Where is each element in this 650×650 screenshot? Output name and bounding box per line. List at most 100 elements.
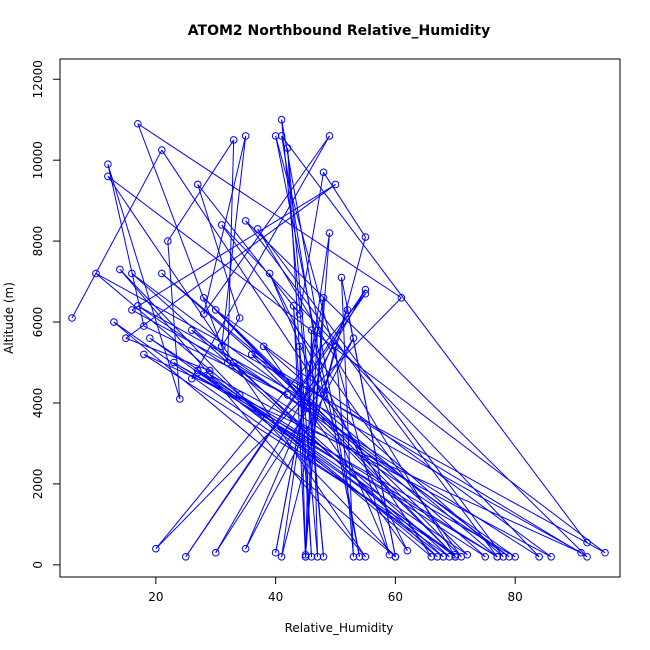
series-segment <box>131 273 450 558</box>
data-point <box>241 132 250 140</box>
series-segment <box>263 346 408 551</box>
data-point <box>331 180 340 189</box>
y-tick-label: 12000 <box>31 60 45 98</box>
data-point <box>241 217 250 225</box>
data-point <box>110 318 118 326</box>
data-point <box>122 334 130 343</box>
data-point <box>427 552 436 561</box>
data-point <box>355 552 364 561</box>
data-point <box>229 358 238 367</box>
data-point <box>193 180 202 189</box>
series-segment <box>107 164 181 400</box>
series-segment <box>299 346 307 557</box>
series-segment <box>125 184 336 339</box>
data-point <box>349 552 358 561</box>
series-segment <box>71 149 163 319</box>
series-segment <box>209 374 552 558</box>
series-segment <box>131 309 288 396</box>
series-segment <box>203 297 456 558</box>
data-point <box>391 552 400 561</box>
data-point <box>283 144 292 152</box>
y-tick-label: 2000 <box>31 469 45 500</box>
data-point <box>349 334 358 343</box>
series-segment <box>281 119 325 557</box>
data-point <box>361 233 370 241</box>
data-point <box>116 265 124 274</box>
series-segment <box>215 337 354 553</box>
data-point <box>451 552 460 561</box>
data-point <box>265 269 274 278</box>
data-point <box>277 552 286 561</box>
series-segment <box>251 354 456 558</box>
data-point <box>319 391 328 399</box>
series-path <box>68 115 609 561</box>
data-point <box>499 552 508 561</box>
data-point <box>277 132 286 140</box>
series-segment <box>137 123 402 299</box>
y-tick-label: 0 <box>31 561 45 569</box>
data-point <box>577 548 585 557</box>
data-point <box>271 548 280 557</box>
data-point <box>211 548 220 557</box>
series-segment <box>233 362 438 558</box>
data-point <box>583 538 591 547</box>
data-point <box>128 306 136 314</box>
data-point <box>134 119 142 128</box>
series-segment <box>215 309 462 558</box>
series-segment <box>323 236 366 396</box>
series-segment <box>275 297 325 553</box>
series-segment <box>346 309 396 557</box>
series-segment <box>155 297 402 550</box>
data-point <box>535 552 543 561</box>
data-point <box>217 342 226 351</box>
data-point <box>319 552 328 561</box>
y-tick-label: 6000 <box>31 307 45 338</box>
data-point <box>217 221 226 229</box>
data-point <box>361 289 370 298</box>
series-segment <box>221 135 247 347</box>
series-segment <box>185 293 366 558</box>
data-point <box>481 552 490 561</box>
data-point <box>241 544 250 553</box>
data-point <box>181 552 190 561</box>
series-segment <box>203 297 468 556</box>
data-point <box>271 132 280 140</box>
data-point <box>343 306 352 314</box>
series-segment <box>245 338 354 549</box>
data-point <box>295 342 304 351</box>
data-point <box>313 552 322 561</box>
series-segment <box>257 228 456 558</box>
data-point <box>361 285 370 294</box>
series-segment <box>197 184 300 315</box>
x-axis: 20 40 60 80 <box>148 577 523 604</box>
data-point <box>313 326 322 334</box>
x-tick-label: 80 <box>508 590 523 604</box>
data-point <box>493 552 502 561</box>
series-segment <box>221 224 540 558</box>
series-segment <box>323 172 366 238</box>
chart-title: ATOM2 Northbound Relative_Humidity <box>188 23 490 39</box>
x-tick-label: 20 <box>148 590 163 604</box>
data-point <box>164 237 172 245</box>
series-segment <box>155 293 366 549</box>
data-point <box>158 269 166 278</box>
data-point <box>134 302 142 310</box>
data-point <box>583 552 591 561</box>
data-point <box>319 293 328 302</box>
series-segment <box>107 164 145 327</box>
series-segment <box>197 370 444 558</box>
data-point <box>235 391 244 399</box>
data-point <box>331 342 340 351</box>
data-point <box>325 132 334 140</box>
series-segment <box>107 175 606 554</box>
data-point <box>301 552 310 561</box>
series-segment <box>227 139 235 363</box>
data-point <box>319 168 328 177</box>
series-segment <box>221 317 241 347</box>
data-point <box>361 552 370 561</box>
data-point <box>283 391 292 399</box>
data-point <box>104 160 112 169</box>
y-axis: 0 2000 4000 6000 8000 10000 12000 <box>31 60 60 569</box>
y-tick-label: 4000 <box>31 388 45 419</box>
data-point <box>199 293 208 302</box>
